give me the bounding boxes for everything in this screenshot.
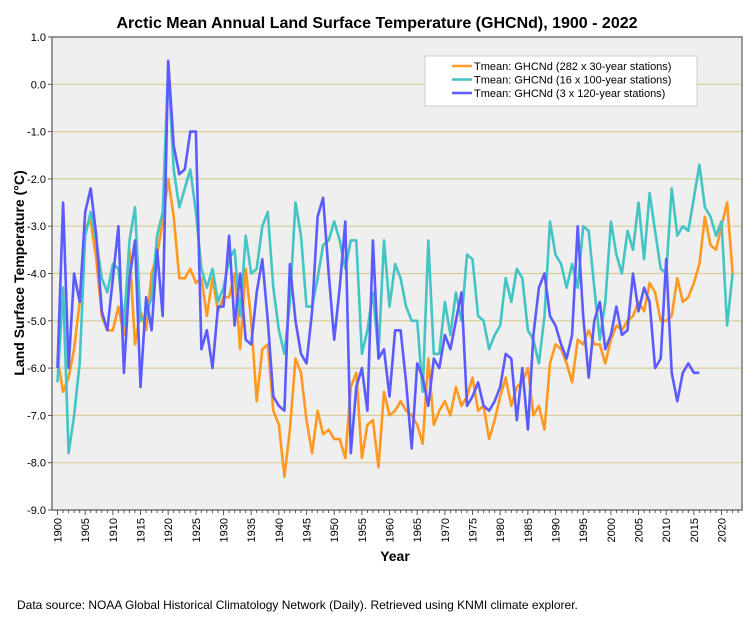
- x-tick-label: 1970: [440, 518, 452, 542]
- y-tick-label: 0.0: [31, 79, 46, 91]
- x-tick-label: 1920: [163, 518, 175, 542]
- x-tick-label: 2000: [606, 518, 618, 542]
- x-tick-label: 1960: [385, 518, 397, 542]
- y-tick-label: 1.0: [31, 32, 46, 44]
- y-axis-label: Land Surface Temperature (°C): [11, 170, 27, 375]
- x-tick-label: 1900: [53, 518, 65, 542]
- series-line-3: [56, 59, 700, 455]
- y-tick-label: -4.0: [27, 269, 46, 281]
- y-axis: 1.0 0.0 -1.0 -2.0 -3.0 -4.0 -5.0 -6.0 -7.0 -8.0 -9…: [27, 32, 52, 517]
- x-tick-label: 1925: [191, 518, 203, 542]
- x-tick-label: 1955: [357, 518, 369, 542]
- x-tick-label: 1965: [412, 518, 424, 542]
- x-tick-label: 2005: [634, 518, 646, 542]
- y-tick-label: -3.0: [27, 221, 46, 233]
- x-tick-label: 1930: [219, 518, 231, 542]
- x-tick-label: 1915: [136, 518, 148, 542]
- y-tick-label: -9.0: [27, 505, 46, 517]
- x-tick-label: 2015: [689, 518, 701, 542]
- x-axis-label: Year: [380, 548, 410, 564]
- legend-label-2: Tmean: GHCNd (16 x 100-year stations): [474, 75, 671, 87]
- x-tick-label: 2020: [717, 518, 729, 542]
- legend-box: [424, 55, 698, 107]
- chart-title: Arctic Mean Annual Land Surface Temperat…: [116, 15, 637, 32]
- series-lines: [56, 59, 734, 479]
- x-tick-label: 1995: [578, 518, 590, 542]
- data-source-note: Data source: NOAA Global Historical Clim…: [17, 598, 578, 612]
- x-tick-label: 1935: [246, 518, 258, 542]
- x-tick-label: 1985: [523, 518, 535, 542]
- y-tick-label: -8.0: [27, 458, 46, 470]
- x-tick-label: 1950: [329, 518, 341, 542]
- y-tick-label: -7.0: [27, 410, 46, 422]
- y-tick-label: -2.0: [27, 174, 46, 186]
- x-tick-label: 1945: [302, 518, 314, 542]
- y-tick-label: -6.0: [27, 363, 46, 375]
- x-tick-label: 1910: [108, 518, 120, 542]
- x-axis: 1900 1905 1910 1915 1920 1925 1930 1935 1940 1945…: [53, 510, 739, 542]
- legend: Tmean: GHCNd (282 x 30-year stations) Tme…: [424, 55, 698, 107]
- legend-label-1: Tmean: GHCNd (282 x 30-year stations): [474, 61, 671, 73]
- y-tick-label: -5.0: [27, 316, 46, 328]
- x-tick-label: 1905: [80, 518, 92, 542]
- x-tick-label: 1940: [274, 518, 286, 542]
- y-tick-label: -1.0: [27, 127, 46, 139]
- x-tick-label: 1980: [495, 518, 507, 542]
- x-tick-label: 1975: [468, 518, 480, 542]
- x-tick-label: 1990: [551, 518, 563, 542]
- legend-label-3: Tmean: GHCNd (3 x 120-year stations): [474, 88, 665, 100]
- x-tick-label: 2010: [661, 518, 673, 542]
